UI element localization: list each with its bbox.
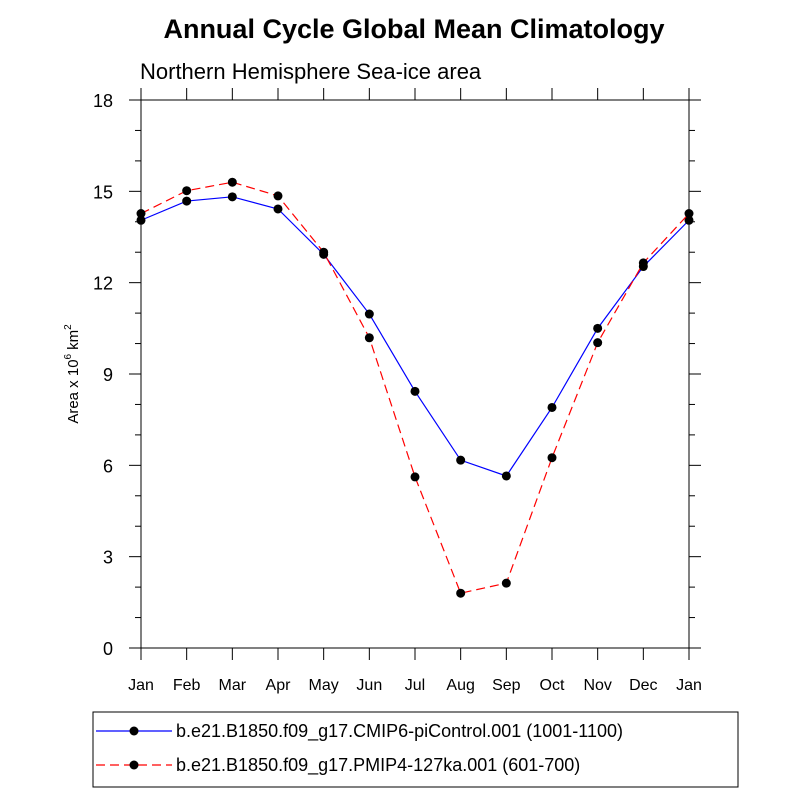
data-point <box>593 323 603 333</box>
x-tick-label: Jun <box>356 677 382 694</box>
y-tick-label: 18 <box>93 91 113 111</box>
data-point <box>182 186 192 196</box>
series-1 <box>136 177 694 598</box>
x-tick-label: Sep <box>492 677 521 694</box>
x-tick-label: Nov <box>583 677 611 694</box>
x-tick-label: Jan <box>128 677 154 694</box>
legend-marker-0 <box>129 726 139 736</box>
x-tick-label: Apr <box>266 677 292 694</box>
data-point <box>501 578 511 588</box>
data-point <box>136 215 146 225</box>
plot-area: 0 3 6 9 12 15 18 Jan Feb Mar Apr May Jun Jul Aug Sep Oct… <box>93 88 702 694</box>
x-tick-label: Oct <box>540 677 565 694</box>
x-tick-label: Feb <box>173 677 201 694</box>
data-point <box>364 309 374 319</box>
y-tick-label: 9 <box>103 365 113 385</box>
y-axis-label: Area x 106 km2 <box>63 324 82 424</box>
y-axis-label-text: Area x 10 <box>65 359 82 423</box>
legend-box <box>92 711 739 788</box>
data-point <box>319 247 329 257</box>
y-axis-label-unit: km <box>65 330 82 350</box>
plot-frame <box>140 99 690 649</box>
x-tick-label: Mar <box>219 677 247 694</box>
data-point <box>501 471 511 481</box>
legend-label-1: b.e21.B1850.f09_g17.PMIP4-127ka.001 (601… <box>176 755 580 776</box>
data-point <box>227 192 237 202</box>
legend-label-0: b.e21.B1850.f09_g17.CMIP6-piControl.001 … <box>176 721 623 742</box>
data-point <box>136 209 146 219</box>
data-point <box>273 204 283 214</box>
x-tick-label: Aug <box>446 677 474 694</box>
data-point <box>684 215 694 225</box>
x-tick-label: Jan <box>676 677 702 694</box>
data-point <box>182 196 192 206</box>
data-point <box>456 455 466 465</box>
x-tick-label: May <box>309 677 339 694</box>
series-line <box>140 196 690 477</box>
y-tick-label: 3 <box>103 548 113 568</box>
data-point <box>227 177 237 187</box>
x-tick-label: Dec <box>629 677 657 694</box>
y-axis-label-sup: 6 <box>63 353 74 359</box>
data-point <box>638 258 648 268</box>
legend-marker-1 <box>129 760 139 770</box>
data-point <box>364 333 374 343</box>
y-axis-label-unit-sup: 2 <box>63 324 74 330</box>
y-tick-label: 6 <box>103 456 113 476</box>
chart-subtitle: Northern Hemisphere Sea-ice area <box>140 59 482 84</box>
legend: b.e21.B1850.f09_g17.CMIP6-piControl.001 … <box>96 721 623 776</box>
y-tick-label: 12 <box>93 274 113 294</box>
data-point <box>684 209 694 219</box>
data-point <box>410 386 420 396</box>
y-tick-label: 15 <box>93 182 113 202</box>
data-point <box>410 472 420 482</box>
data-point <box>547 453 557 463</box>
data-point <box>593 338 603 348</box>
data-point <box>547 402 557 412</box>
x-tick-label: Jul <box>405 677 425 694</box>
chart-title: Annual Cycle Global Mean Climatology <box>163 14 664 44</box>
series-0 <box>136 192 694 481</box>
data-point <box>273 191 283 201</box>
data-point <box>456 588 466 598</box>
y-tick-label: 0 <box>103 639 113 659</box>
